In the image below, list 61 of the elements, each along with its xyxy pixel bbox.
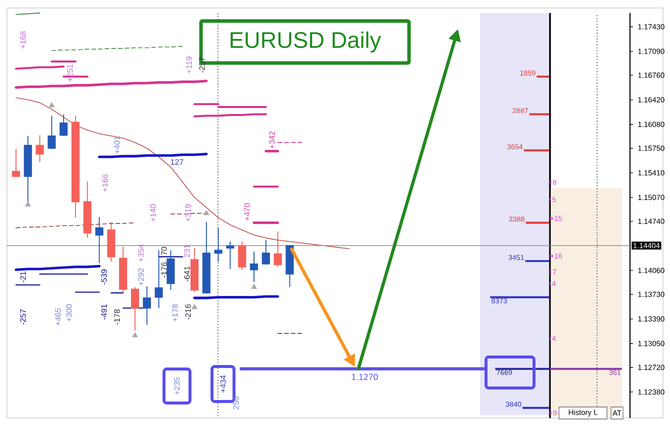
annotation: +470 [244, 203, 250, 221]
annotation: +251 [67, 64, 73, 82]
candlestick [190, 248, 199, 293]
annotation: -21 [20, 272, 26, 282]
candlestick [142, 286, 151, 326]
candlestick [95, 216, 104, 264]
candlestick [12, 148, 20, 178]
candlestick [202, 222, 210, 294]
annotation: +166 [102, 174, 108, 192]
annotation: -539 [101, 269, 107, 285]
annotation: +434 [220, 375, 226, 393]
candlestick [286, 244, 294, 288]
annotation: 250 [233, 396, 239, 410]
point [25, 201, 31, 206]
annotation: +235 [174, 377, 180, 395]
annotation: +319 [185, 204, 191, 222]
annotation: +168 [20, 31, 26, 49]
annotation: 70 [161, 246, 167, 256]
point [251, 284, 257, 289]
annotation: +292 [138, 268, 144, 286]
annotation: +300 [66, 304, 72, 322]
text: EURUSD Daily [230, 31, 382, 53]
point [48, 102, 55, 108]
annotation: -178 [114, 309, 120, 325]
candlestick [48, 115, 56, 150]
candlestick [83, 181, 92, 238]
annotation: -257 [199, 57, 205, 73]
candlestick [226, 241, 234, 270]
annotation: +465 [55, 308, 61, 326]
bar [490, 296, 550, 298]
point [204, 210, 210, 216]
candlestick [60, 114, 68, 136]
annotation: 127 [170, 159, 184, 165]
candlestick [119, 246, 128, 294]
ref-line-label: 1.1270 [352, 374, 378, 380]
annotation: +342 [269, 131, 275, 149]
candlestick [36, 134, 44, 162]
annotation: +119 [186, 56, 192, 74]
candlestick [154, 250, 163, 309]
candlestick [262, 240, 270, 266]
candlestick [274, 230, 282, 268]
candlestick [166, 250, 175, 290]
candlestick [250, 251, 258, 283]
candlestick [238, 241, 246, 270]
point [132, 332, 138, 338]
annotation: -491 [101, 304, 107, 320]
bar [524, 149, 550, 152]
point [192, 304, 198, 310]
annotation: +401 [114, 136, 120, 154]
annotation: +354 [138, 244, 144, 262]
candlestick [214, 227, 222, 262]
annotation: +140 [150, 204, 156, 222]
candlestick [71, 115, 80, 218]
annotation: -257 [20, 309, 26, 325]
annotation: 231 [184, 244, 190, 258]
candlestick [130, 286, 140, 331]
candlestick [107, 222, 116, 262]
annotation: -641 [184, 266, 190, 282]
annotation: +178 [172, 304, 178, 322]
annotation: -216 [185, 304, 191, 320]
annotation: -176 [161, 262, 167, 278]
